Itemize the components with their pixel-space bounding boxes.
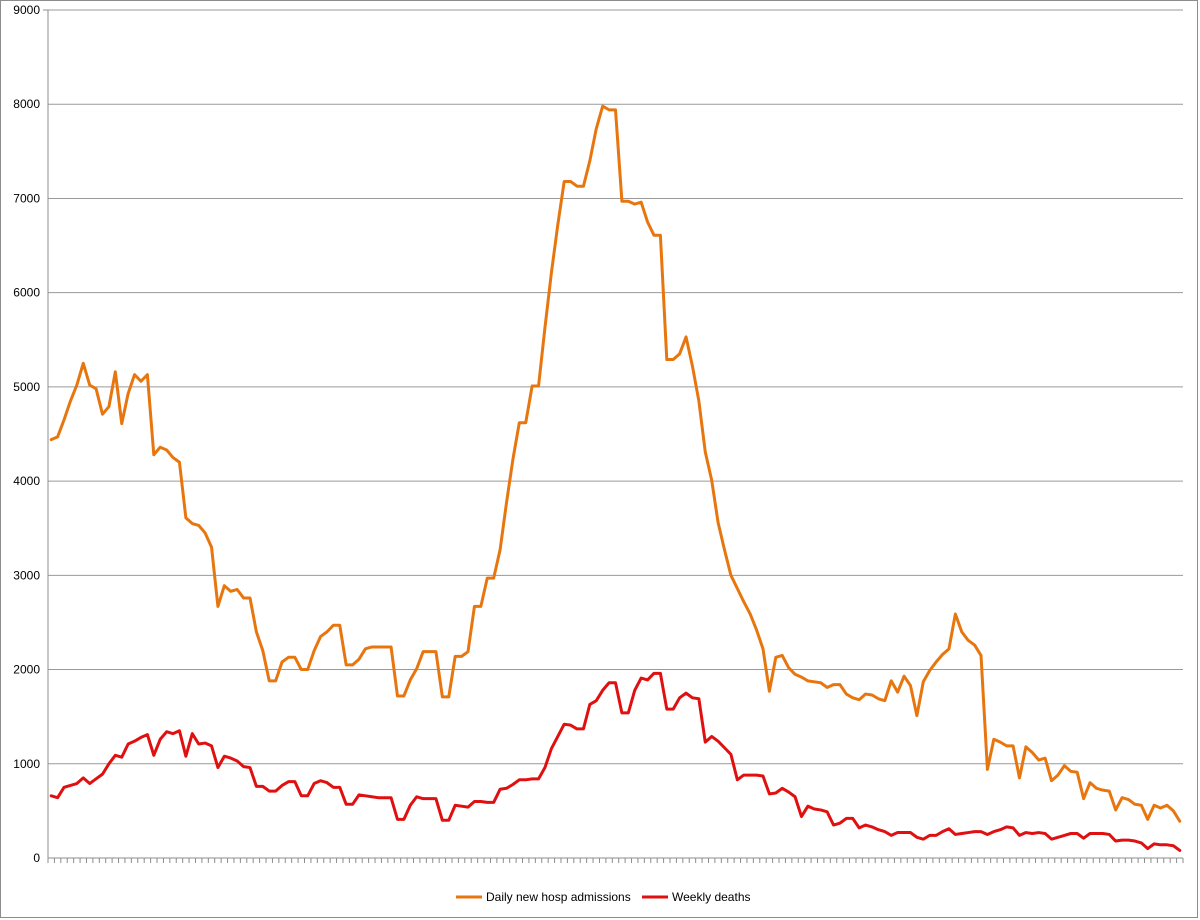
series-lines [49, 104, 1182, 852]
y-tick-label-6000: 6000 [13, 286, 40, 300]
legend-label-0: Daily new hosp admissions [486, 890, 631, 904]
series-line-hosp-admissions [49, 104, 1182, 823]
axes [43, 9, 1184, 863]
y-tick-label-3000: 3000 [13, 568, 40, 582]
y-axis-tick-labels: 0 1000 2000 3000 4000 5000 6000 7000 8000 9000 [13, 3, 40, 865]
y-tick-label-9000: 9000 [13, 3, 40, 17]
y-tick-label-8000: 8000 [13, 97, 40, 111]
y-tick-label-4000: 4000 [13, 474, 40, 488]
legend-label-1: Weekly deaths [672, 890, 751, 904]
y-tick-label-7000: 7000 [13, 191, 40, 205]
y-tick-label-1000: 1000 [13, 757, 40, 771]
y-tick-label-5000: 5000 [13, 380, 40, 394]
legend: Daily new hosp admissions Weekly deaths [456, 890, 751, 904]
gridlines [48, 9, 1183, 765]
y-tick-label-0: 0 [33, 851, 40, 865]
series-line-weekly-deaths [49, 671, 1182, 852]
y-tick-label-2000: 2000 [13, 663, 40, 677]
